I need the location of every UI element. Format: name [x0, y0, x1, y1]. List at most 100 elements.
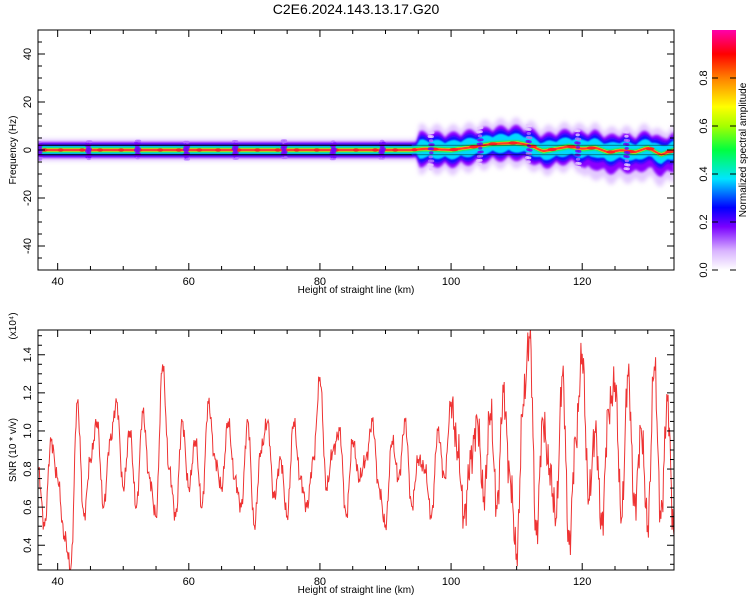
ridge-speckle — [478, 146, 483, 150]
ridge-speckle — [283, 150, 288, 154]
ridge-peak — [469, 145, 479, 149]
ridge-speckle — [185, 152, 190, 155]
ridge-peak — [392, 148, 399, 152]
x-tick-label: 100 — [442, 576, 460, 588]
snr-y-label: SNR (10 * v/v) — [8, 418, 19, 482]
ridge-speckle — [526, 160, 531, 164]
ridge-speckle — [576, 129, 581, 133]
ridge-speckle — [478, 130, 483, 134]
ridge-peak — [606, 150, 616, 154]
y-tick-label: 1.0 — [22, 423, 34, 438]
ridge-speckle — [626, 163, 631, 167]
y-tick-label: 0.4 — [22, 538, 34, 553]
ridge-speckle — [575, 157, 581, 161]
ridge-peak — [411, 148, 418, 152]
ridge-speckle — [479, 150, 484, 154]
colorbar: 0.0 0.2 0.4 0.6 0.8 Normalized spectral ampl… — [698, 30, 749, 278]
y-tick-label: 40 — [22, 48, 34, 60]
x-tick-label: 120 — [573, 276, 591, 288]
ridge-peak — [353, 148, 359, 152]
ridge-peak — [254, 148, 261, 152]
ridge-speckle — [625, 139, 631, 143]
ridge-speckle — [185, 140, 190, 144]
ridge-speckle — [478, 158, 483, 162]
snr-y-multiplier: (x10⁴) — [8, 312, 19, 339]
ridge-peak — [508, 141, 518, 145]
ridge-peak — [313, 148, 320, 152]
snr-series — [38, 330, 674, 570]
y-tick-label: 20 — [22, 96, 34, 108]
spectrogram-ticks: 40 60 80 100 120 -40 -20 0 20 40 — [22, 29, 674, 288]
x-tick-label: 40 — [52, 276, 64, 288]
ridge-speckle — [332, 147, 337, 151]
ridge-speckle — [234, 151, 239, 155]
ridge-speckle — [88, 140, 93, 144]
ridge-speckle — [625, 143, 630, 146]
colorbar-ticks: 0.0 0.2 0.4 0.6 0.8 — [698, 70, 736, 278]
snr-x-label: Height of straight line (km) — [298, 585, 415, 596]
x-tick-label: 40 — [52, 576, 64, 588]
ridge-peak — [215, 148, 222, 152]
colorbar-tick-label: 0.8 — [698, 70, 710, 85]
ridge-speckle — [528, 148, 533, 152]
ridge-speckle — [624, 134, 629, 138]
ridge-speckle — [283, 156, 288, 160]
ridge-speckle — [429, 159, 435, 163]
ridge-speckle — [429, 147, 435, 151]
ridge-speckle — [576, 166, 582, 169]
ridge-speckle — [575, 133, 580, 137]
ridge-speckle — [87, 147, 93, 151]
colorbar-tick-label: 0.4 — [698, 166, 710, 181]
ridge-peak — [274, 148, 281, 152]
ridge-speckle — [625, 151, 631, 155]
ridge-speckle — [526, 144, 532, 148]
ridge-speckle — [527, 140, 532, 144]
ridge-speckle — [624, 159, 630, 163]
ridge-speckle — [430, 131, 435, 135]
ridge-peak — [488, 142, 498, 146]
ridge-speckle — [477, 134, 483, 138]
chart-title: C2E6.2024.143.13.17.G20 — [273, 1, 440, 17]
ridge-speckle — [527, 124, 533, 128]
ridge-speckle — [233, 140, 239, 143]
ridge-speckle — [428, 167, 434, 171]
ridge-peak — [97, 148, 104, 152]
ridge-speckle — [136, 147, 141, 151]
colorbar-tick-label: 0.0 — [698, 262, 710, 277]
ridge-speckle — [477, 162, 482, 166]
spectrogram-ridge — [38, 117, 674, 187]
ridge-speckle — [332, 142, 337, 146]
colorbar-gradient — [712, 30, 736, 270]
snr-ticks: 40 60 80 100 120 0.4 0.6 0.8 1.0 1.2 1.4 — [22, 330, 674, 588]
ridge-speckle — [625, 155, 630, 159]
ridge-speckle — [625, 167, 630, 171]
ridge-speckle — [429, 163, 434, 167]
ridge-speckle — [234, 156, 239, 160]
colorbar-tick-label: 0.6 — [698, 118, 710, 133]
y-tick-label: 1.4 — [22, 347, 34, 362]
ridge-speckle — [526, 132, 531, 135]
spectrogram-x-label: Height of straight line (km) — [298, 285, 415, 296]
ridge-speckle — [478, 142, 483, 146]
ridge-speckle — [428, 139, 434, 143]
ridge-speckle — [576, 153, 581, 157]
ridge-peak — [547, 147, 557, 152]
colorbar-label: Normalized spectral amplitude — [738, 82, 749, 217]
ridge-speckle — [479, 126, 484, 130]
ridge-speckle — [429, 135, 434, 139]
ridge-peak — [665, 150, 674, 154]
ridge-peak — [372, 148, 379, 152]
ridge-peak — [57, 148, 64, 152]
ridge-speckle — [428, 155, 433, 159]
spectrogram-panel: 40 60 80 100 120 -40 -20 0 20 40 Height of straig… — [8, 29, 675, 296]
ridge-speckle — [332, 155, 337, 159]
x-tick-label: 60 — [183, 576, 195, 588]
reference-band — [38, 144, 674, 156]
snr-frame — [37, 329, 675, 571]
ridge-speckle — [381, 141, 386, 145]
ridge-speckle — [577, 149, 582, 153]
y-tick-label: 0.8 — [22, 461, 34, 476]
ridge-peak — [449, 148, 459, 152]
snr-line-path — [38, 330, 674, 570]
ridge-speckle — [430, 143, 435, 147]
